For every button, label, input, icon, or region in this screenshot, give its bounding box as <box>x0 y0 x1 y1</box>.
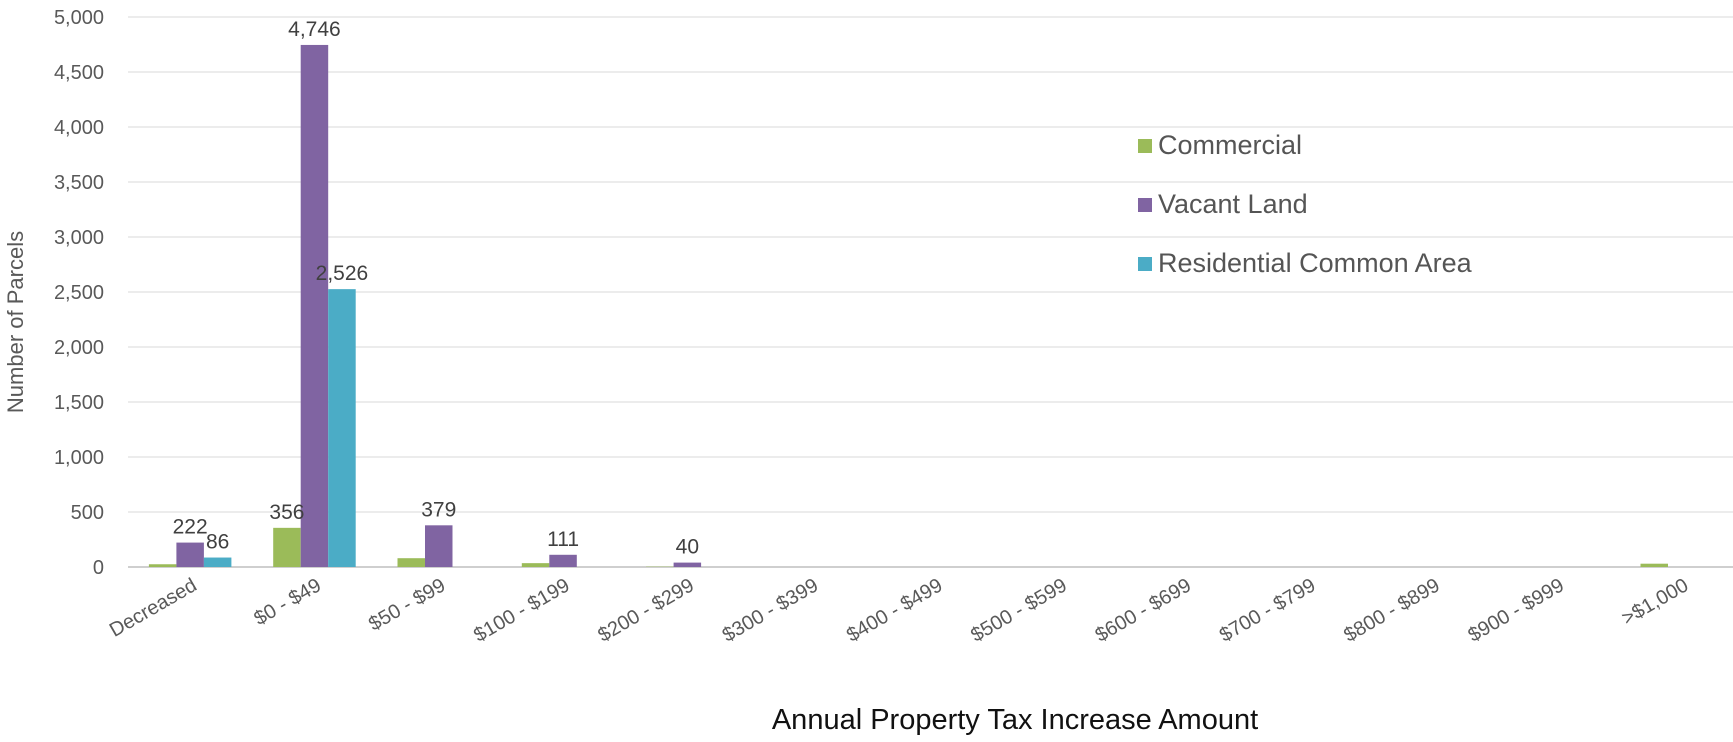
y-tick-label: 3,500 <box>54 172 104 194</box>
bar <box>549 554 577 567</box>
legend-label: Residential Common Area <box>1158 248 1472 278</box>
y-axis-ticks: 0 500 1,000 1,500 2,000 2,500 3,000 3,500 4,000 4… <box>54 7 104 579</box>
y-tick-label: 3,000 <box>54 227 104 249</box>
data-label: 2,526 <box>316 262 369 285</box>
y-tick-label: 5,000 <box>54 7 104 29</box>
x-tick-label: $0 - $49 <box>250 574 325 630</box>
legend-swatch-commercial <box>1138 138 1152 153</box>
data-label: 86 <box>206 531 229 554</box>
data-label: 356 <box>269 501 304 524</box>
x-tick-label: $600 - $699 <box>1092 574 1195 646</box>
legend-swatch-residential-common-area <box>1138 256 1152 271</box>
bar <box>203 557 232 567</box>
x-tick-label: $900 - $999 <box>1464 574 1567 646</box>
y-tick-label: 0 <box>93 557 104 579</box>
bar <box>300 44 329 567</box>
y-axis-title: Number of Parcels <box>3 231 28 413</box>
bar <box>521 563 550 567</box>
data-label: 379 <box>421 498 456 521</box>
legend-item-commercial: Commercial <box>1138 116 1472 175</box>
y-tick-label: 1,500 <box>54 392 104 414</box>
x-axis-title: Annual Property Tax Increase Amount <box>771 704 1259 736</box>
y-tick-label: 500 <box>71 502 104 524</box>
bar <box>1640 563 1668 567</box>
x-tick-label: $700 - $799 <box>1216 574 1319 646</box>
data-label: 222 <box>173 516 208 539</box>
x-tick-label: $500 - $599 <box>967 574 1070 646</box>
bar <box>273 527 301 567</box>
y-tick-label: 1,000 <box>54 447 104 469</box>
x-tick-label: $100 - $199 <box>470 574 573 646</box>
y-tick-label: 4,000 <box>54 117 104 139</box>
bar <box>176 542 204 567</box>
legend-item-residential-common-area: Residential Common Area <box>1138 234 1472 293</box>
x-tick-label: $300 - $399 <box>719 574 822 646</box>
data-label: 111 <box>547 528 579 551</box>
y-tick-label: 2,500 <box>54 282 104 304</box>
bar <box>397 558 425 567</box>
legend: Commercial Vacant Land Residential Commo… <box>1138 116 1472 293</box>
bar <box>328 289 356 567</box>
x-tick-label: $50 - $99 <box>365 574 449 635</box>
x-tick-label: Decreased <box>106 574 201 641</box>
legend-label: Commercial <box>1158 130 1303 160</box>
y-tick-label: 4,500 <box>54 62 104 84</box>
data-label: 40 <box>676 536 699 559</box>
gridlines <box>128 16 1733 568</box>
bars <box>148 44 1668 567</box>
y-tick-label: 2,000 <box>54 337 104 359</box>
data-label: 4,746 <box>288 18 341 41</box>
bar <box>148 564 177 567</box>
bar <box>673 562 702 567</box>
x-axis-ticks: Decreased $0 - $49 $50 - $99 $100 - $199 $20… <box>106 574 1692 646</box>
x-tick-label: $400 - $499 <box>843 574 946 646</box>
x-tick-label: $200 - $299 <box>594 574 697 646</box>
legend-item-vacant-land: Vacant Land <box>1138 175 1472 234</box>
legend-label: Vacant Land <box>1158 189 1308 219</box>
bar <box>425 525 453 567</box>
legend-swatch-vacant-land <box>1138 197 1152 212</box>
x-tick-label: >$1,000 <box>1618 574 1692 629</box>
x-tick-label: $800 - $899 <box>1340 574 1443 646</box>
